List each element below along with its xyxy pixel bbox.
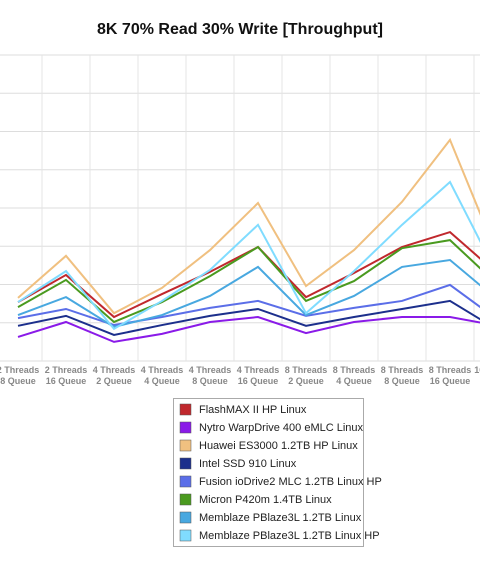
x-tick-label: 2 Threads 8 Queue xyxy=(0,365,39,386)
chart-title: 8K 70% Read 30% Write [Throughput] xyxy=(97,21,383,38)
legend-label: Intel SSD 910 Linux xyxy=(199,458,297,470)
x-tick-label-line: 8 Queue xyxy=(0,376,36,386)
x-tick-label: 8 Threads 4 Queue xyxy=(333,365,376,386)
x-tick-label-line: 2 Threads xyxy=(0,365,39,375)
x-tick-label-line: 2 Threads xyxy=(45,365,88,375)
legend-swatch xyxy=(179,457,192,470)
x-tick-label: 4 Threads 8 Queue xyxy=(189,365,232,386)
x-tick-label: 2 Threads 16 Queue xyxy=(45,365,88,386)
series-line xyxy=(17,180,480,331)
x-tick-label-line: 16 Queue xyxy=(238,376,279,386)
x-tick-label-line: 8 Threads xyxy=(333,365,376,375)
legend-label: Nytro WarpDrive 400 eMLC Linux xyxy=(199,422,364,434)
x-tick-label-line: 16 Queue xyxy=(46,376,87,386)
x-tick-label-line: 8 Queue xyxy=(384,376,420,386)
series-line xyxy=(17,239,480,324)
x-tick-label-line: 4 Threads xyxy=(237,365,280,375)
x-tick-label-line: 2 Queue xyxy=(96,376,132,386)
x-tick-label-line: 8 Threads xyxy=(381,365,424,375)
legend-swatch xyxy=(179,511,192,524)
legend-label: FlashMAX II HP Linux xyxy=(199,404,307,416)
legend-label: Memblaze PBlaze3L 1.2TB Linux HP xyxy=(199,530,380,542)
legend-box xyxy=(173,398,364,547)
legend-swatch xyxy=(179,403,192,416)
x-tick-label: 4 Threads 16 Queue xyxy=(237,365,280,386)
x-tick-label: 8 Threads 16 Queue xyxy=(429,365,472,386)
legend-swatch xyxy=(179,439,192,452)
x-tick-label-line: 8 Threads xyxy=(429,365,472,375)
x-tick-label: 8 Threads 8 Queue xyxy=(381,365,424,386)
series-line xyxy=(17,230,480,319)
x-tick-label-line: 4 Threads xyxy=(93,365,136,375)
x-tick-label-line: 2 Queue xyxy=(288,376,324,386)
x-tick-label-line: 4 Queue xyxy=(336,376,372,386)
legend-swatch xyxy=(179,529,192,542)
x-tick-label-line: 16 Queue xyxy=(430,376,471,386)
x-tick-label-line: 8 Queue xyxy=(192,376,228,386)
legend-swatch xyxy=(179,493,192,506)
series-line xyxy=(17,258,480,329)
x-tick-label-line: 4 Threads xyxy=(189,365,232,375)
series-line xyxy=(17,315,480,343)
legend-label: Memblaze PBlaze3L 1.2TB Linux xyxy=(199,512,362,524)
legend-label: Huawei ES3000 1.2TB HP Linux xyxy=(199,440,358,452)
legend-label: Micron P420m 1.4TB Linux xyxy=(199,494,332,506)
x-tick-label: 4 Threads 2 Queue xyxy=(93,365,136,386)
x-tick-label: 8 Threads 2 Queue xyxy=(285,365,328,386)
x-tick-label-line: 4 Threads xyxy=(141,365,184,375)
x-tick-label-line: 4 Queue xyxy=(144,376,180,386)
legend-swatch xyxy=(179,421,192,434)
legend-label: Fusion ioDrive2 MLC 1.2TB Linux HP xyxy=(199,476,382,488)
x-tick-label-line: 16 Threads xyxy=(474,365,480,375)
x-tick-label: 4 Threads 4 Queue xyxy=(141,365,184,386)
series-line xyxy=(17,299,480,337)
legend-swatch xyxy=(179,475,192,488)
x-tick-label-line: 8 Threads xyxy=(285,365,328,375)
series-line xyxy=(17,283,480,327)
series-line xyxy=(17,137,480,315)
